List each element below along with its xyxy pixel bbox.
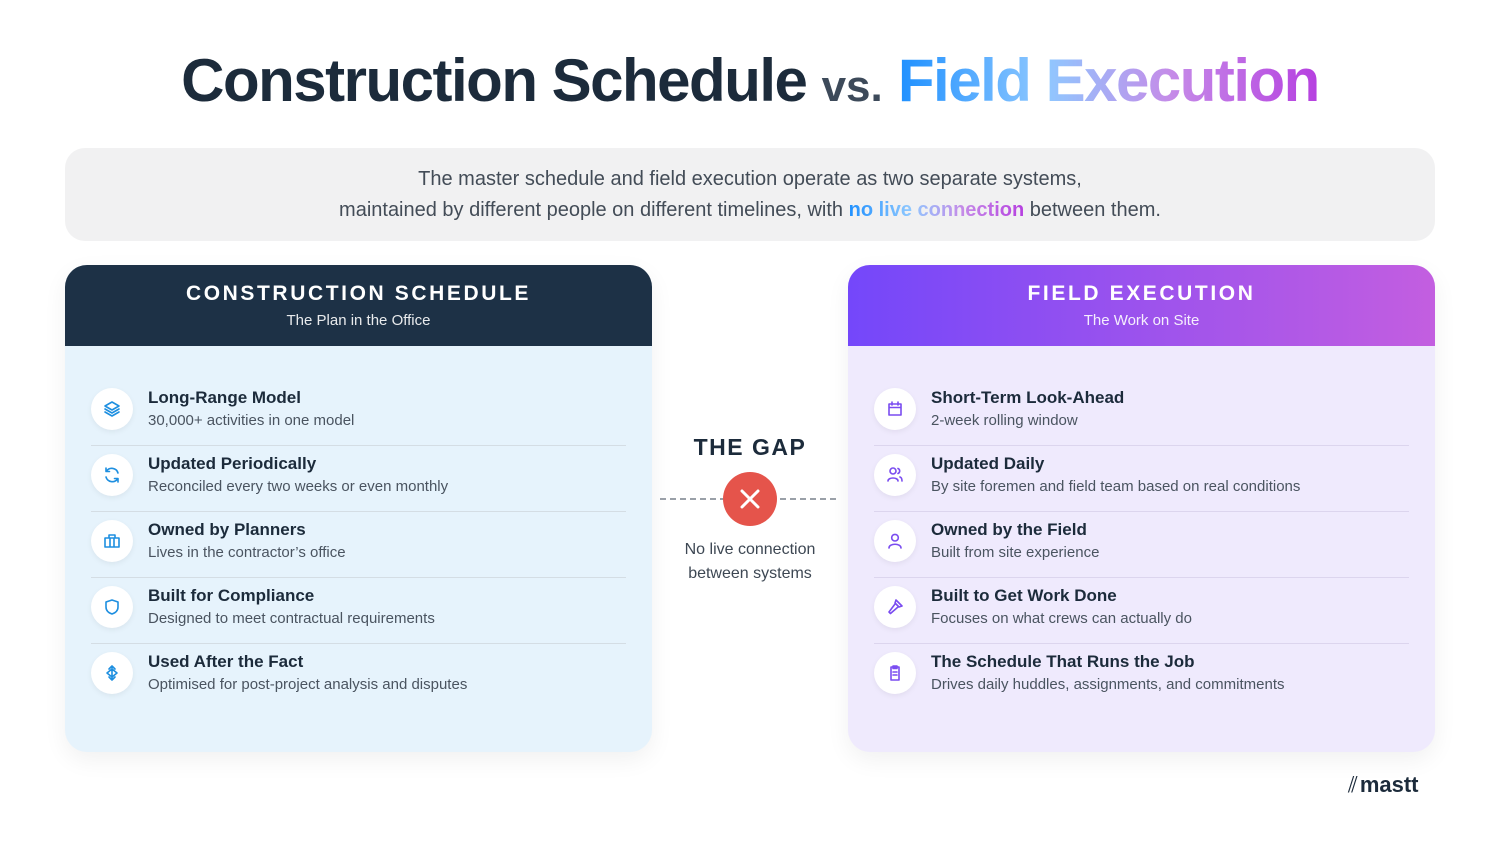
intro-line: maintained by different people on differ…: [65, 195, 1435, 226]
divider: [91, 577, 626, 578]
panel-title: CONSTRUCTION SCHEDULE: [185, 282, 532, 305]
item-icon: [91, 388, 133, 430]
divider: [91, 643, 626, 644]
item-icon: [91, 454, 133, 496]
title-main: Construction Schedule: [181, 47, 808, 114]
item-description: Drives daily huddles, assignments, and c…: [931, 676, 1285, 693]
gap-label: THE GAP: [693, 434, 807, 460]
icon-glyph: [888, 599, 903, 615]
divider: [874, 577, 1409, 578]
title-accent: Field Execution: [897, 47, 1320, 114]
icon-glyph: [888, 401, 902, 416]
item-title: Built to Get Work Done: [931, 586, 1117, 605]
item-title: Owned by the Field: [931, 520, 1087, 539]
intro-highlight: no live connection: [848, 199, 1025, 221]
list-item: Used After the Fact Optimised for post-pr…: [91, 652, 626, 720]
gap-note: No live connection between systems: [640, 538, 860, 586]
intro-line: The master schedule and field execution …: [418, 168, 1082, 190]
title-vs: vs.: [821, 62, 883, 111]
list-item: Built for Compliance Designed to meet con…: [91, 586, 626, 654]
list-item: Owned by Planners Lives in the contractor…: [91, 520, 626, 588]
list-item: The Schedule That Runs the Job Drives dai…: [874, 652, 1409, 720]
list-item: Long-Range Model 30,000+ activities in on…: [91, 388, 626, 456]
list-item: Updated Daily By site foremen and field t…: [874, 454, 1409, 522]
title: Construction Schedule vs. Field Executio…: [0, 46, 1500, 115]
icon-glyph: [106, 665, 118, 681]
logo-mark: ⫽: [1348, 772, 1358, 797]
gap-note-line: No live connection: [684, 541, 816, 558]
item-title: Used After the Fact: [148, 652, 304, 671]
item-title: Updated Periodically: [148, 454, 317, 473]
logo: ⫽mastt: [1348, 772, 1419, 798]
item-title: The Schedule That Runs the Job: [931, 652, 1195, 671]
panel-header: CONSTRUCTION SCHEDULE The Plan in the Off…: [65, 265, 652, 346]
item-description: 2-week rolling window: [931, 412, 1078, 429]
item-icon: [91, 586, 133, 628]
divider: [874, 445, 1409, 446]
icon-glyph: [104, 401, 120, 417]
panel-header: FIELD EXECUTION The Work on Site: [848, 265, 1435, 346]
item-description: Reconciled every two weeks or even month…: [148, 478, 449, 495]
item-title: Long-Range Model: [148, 388, 301, 407]
icon-glyph: [887, 467, 903, 482]
icon-glyph: [105, 467, 119, 483]
item-title: Owned by Planners: [148, 520, 306, 539]
item-description: 30,000+ activities in one model: [148, 412, 355, 429]
panel-subtitle: The Work on Site: [1083, 312, 1200, 329]
item-description: Designed to meet contractual requirement…: [148, 610, 435, 627]
item-icon: [91, 520, 133, 562]
icon-glyph: [888, 533, 902, 549]
panel-subtitle: The Plan in the Office: [286, 312, 431, 329]
logo-text: mastt: [1359, 772, 1419, 797]
gap-note-line: between systems: [688, 565, 812, 582]
right-panel: FIELD EXECUTION The Work on Site Short-Te…: [848, 265, 1435, 752]
item-title: Built for Compliance: [148, 586, 315, 605]
item-icon: [91, 652, 133, 694]
item-description: Built from site experience: [931, 544, 1100, 561]
icon-glyph: [105, 599, 119, 615]
list-item: Built to Get Work Done Focuses on what cr…: [874, 586, 1409, 654]
item-icon: [874, 520, 916, 562]
item-icon: [874, 652, 916, 694]
item-title: Updated Daily: [931, 454, 1045, 473]
item-description: By site foremen and field team based on …: [931, 478, 1301, 495]
gap-x: [740, 489, 760, 509]
item-title: Short-Term Look-Ahead: [931, 388, 1125, 407]
item-icon: [874, 586, 916, 628]
divider: [91, 511, 626, 512]
gap-graphic: [660, 472, 840, 526]
list-item: Short-Term Look-Ahead 2-week rolling wind…: [874, 388, 1409, 456]
intro-text: between them.: [1029, 199, 1161, 221]
item-description: Focuses on what crews can actually do: [931, 610, 1192, 627]
panel-title: FIELD EXECUTION: [1027, 282, 1256, 305]
divider: [874, 511, 1409, 512]
item-icon: [874, 454, 916, 496]
divider: [874, 643, 1409, 644]
intro-text: maintained by different people on differ…: [339, 199, 844, 221]
icon-glyph: [104, 534, 120, 548]
left-panel: CONSTRUCTION SCHEDULE The Plan in the Off…: [65, 265, 652, 752]
item-icon: [874, 388, 916, 430]
list-item: Updated Periodically Reconciled every two…: [91, 454, 626, 522]
icon-glyph: [890, 665, 900, 681]
divider: [91, 445, 626, 446]
item-description: Lives in the contractor’s office: [148, 544, 346, 561]
list-item: Owned by the Field Built from site experi…: [874, 520, 1409, 588]
item-description: Optimised for post-project analysis and …: [148, 676, 468, 693]
intro-box: The master schedule and field execution …: [65, 148, 1435, 241]
